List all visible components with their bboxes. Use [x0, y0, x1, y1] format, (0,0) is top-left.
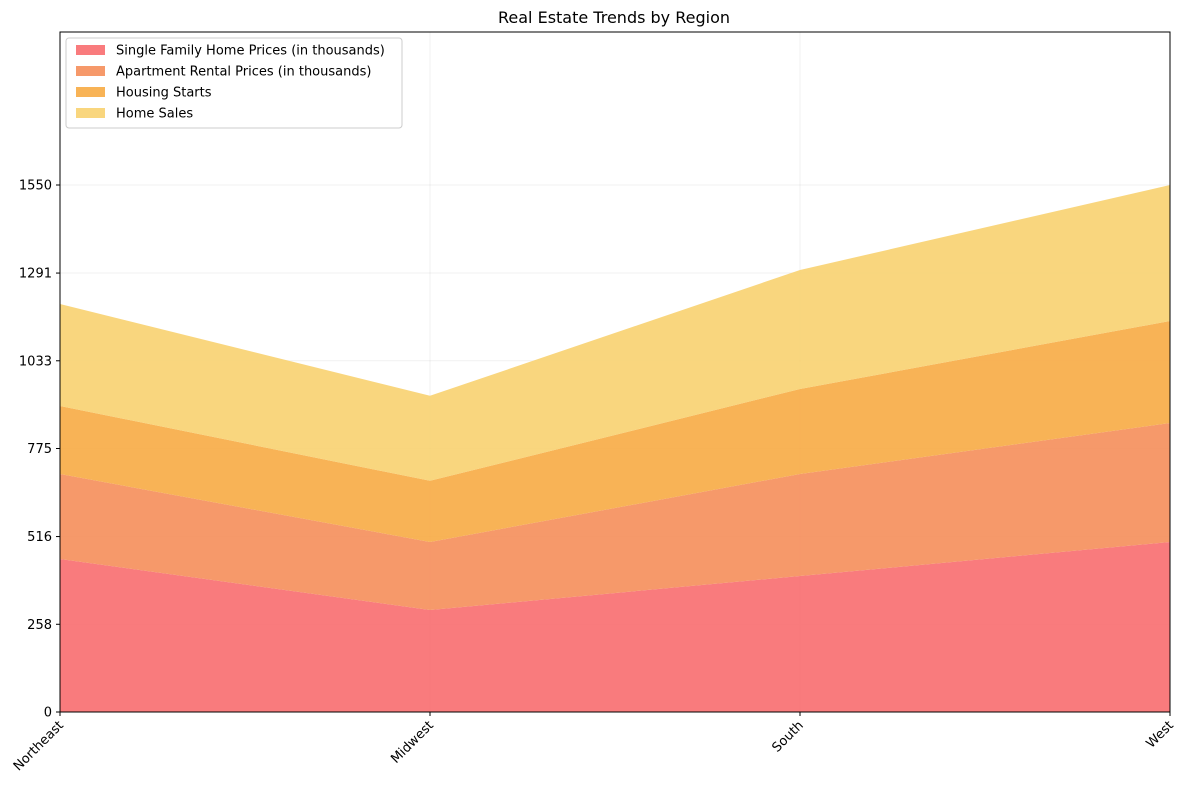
legend-label: Housing Starts	[116, 86, 212, 101]
x-tick-label: West	[1144, 718, 1177, 751]
x-tick-label: South	[770, 718, 807, 755]
area-series-2	[60, 423, 1170, 610]
area-series-3	[60, 321, 1170, 542]
legend-label: Home Sales	[116, 107, 193, 122]
y-tick-label: 258	[27, 618, 52, 633]
series-areas	[60, 185, 1170, 712]
plot-frame	[59, 31, 1171, 713]
legend-label: Apartment Rental Prices (in thousands)	[116, 65, 371, 80]
legend-swatch	[76, 45, 105, 55]
legend-label: Single Family Home Prices (in thousands)	[116, 44, 385, 59]
y-tick-label: 1291	[19, 267, 52, 282]
legend: Single Family Home Prices (in thousands)…	[65, 37, 403, 129]
legend-swatch	[76, 66, 105, 76]
y-tick-label: 775	[27, 442, 52, 457]
legend-swatch	[76, 108, 105, 118]
chart-title: Real Estate Trends by Region	[498, 8, 730, 27]
area-series-4	[60, 185, 1170, 481]
legend-box	[65, 37, 403, 129]
legend-swatch	[76, 87, 105, 97]
y-tick-label: 1550	[19, 179, 52, 194]
y-tick-label: 516	[27, 530, 52, 545]
y-tick-label: 1033	[19, 354, 52, 369]
area-series-1	[60, 542, 1170, 712]
y-tick-label: 0	[44, 706, 52, 721]
x-tick-label: Northeast	[11, 718, 67, 774]
x-tick-label: Midwest	[388, 718, 437, 767]
